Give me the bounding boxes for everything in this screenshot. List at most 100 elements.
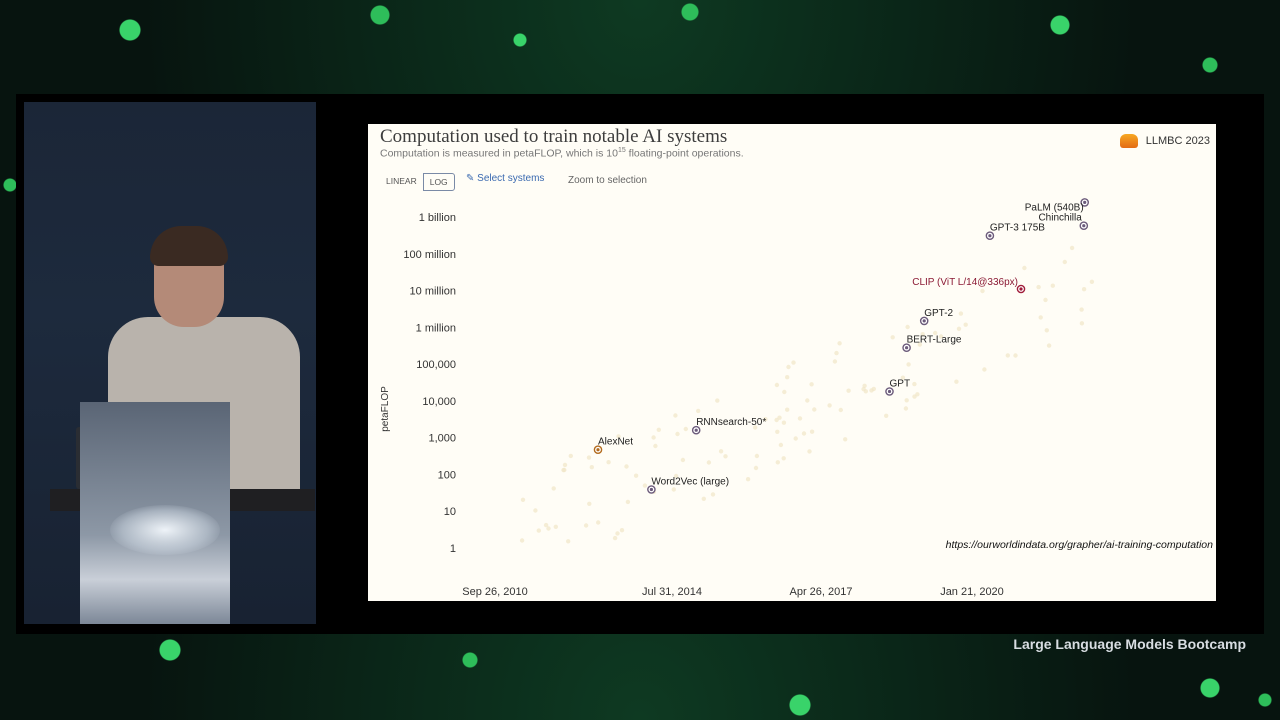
background-point [781,420,787,425]
background-point [536,528,541,533]
y-tick-label: 10 million [410,286,456,298]
y-tick-label: 100,000 [416,359,456,371]
background-point [568,453,573,459]
log-toggle-button[interactable]: LOG [422,173,455,191]
background-point [606,460,611,465]
background-point [809,429,815,434]
data-point-label: Word2Vec (large) [651,477,729,488]
background-point [1044,328,1049,333]
background-point [715,398,720,403]
background-point [1050,283,1055,288]
background-point [566,539,571,544]
background-point [615,531,620,536]
slide-subtitle: Computation is measured in petaFLOP, whi… [380,147,744,160]
background-point [837,341,842,346]
background-point [706,460,712,465]
background-point [1062,259,1067,265]
background-point [900,375,906,380]
zoom-to-selection-button[interactable]: Zoom to selection [568,175,647,186]
background-point [805,398,810,403]
data-point-label: Chinchilla [1038,213,1082,224]
y-tick-label: 100 million [403,249,456,261]
background-point [586,455,592,460]
footer-caption: Large Language Models Bootcamp [1013,636,1246,652]
background-point [980,288,985,294]
select-systems-button[interactable]: ✎ Select systems [466,173,544,184]
background-point [1043,297,1048,303]
slide: Computation used to train notable AI sys… [368,124,1216,601]
data-point-label: PaLM (540B) [1025,202,1084,213]
data-point-core [905,346,909,350]
background-point [624,464,629,469]
background-point [543,522,549,528]
background-point [904,398,909,403]
background-point [561,467,566,473]
background-point [912,381,917,387]
data-point-label: GPT [890,379,911,390]
linear-toggle-button[interactable]: LINEAR [386,176,417,186]
background-point [807,449,812,454]
background-point [832,359,838,364]
data-point-core [694,428,698,432]
background-point [915,392,920,397]
background-point [982,367,987,372]
background-point [596,520,601,525]
data-point-label: GPT-2 [924,308,953,319]
background-point [774,417,779,423]
background-point [846,388,851,393]
data-point-label: GPT-3 175B [990,223,1045,234]
badge-label: LLMBC 2023 [1145,135,1210,147]
background-point [683,426,688,432]
background-point [753,465,759,471]
background-point [1069,245,1075,251]
data-point-core [649,487,653,492]
y-axis-label: petaFLOP [380,386,391,432]
background-point [1038,315,1043,320]
background-point [680,457,686,463]
background-point [1089,279,1095,284]
background-point [616,434,621,439]
data-point-core [1019,287,1023,291]
background-point [834,350,839,356]
y-tick-label: 100 [438,469,456,481]
background-point [843,437,848,442]
background-point [938,334,944,339]
source-url[interactable]: https://ourworldindata.org/grapher/ai-tr… [945,539,1213,551]
background-point [519,538,525,543]
background-point [956,326,962,331]
background-point [954,379,959,384]
background-point [533,508,538,513]
background-point [781,456,786,461]
y-tick-label: 1 billion [419,212,456,224]
data-point-label: RNNsearch-50* [696,417,766,428]
background-point [710,492,716,497]
background-point [920,332,925,337]
background-point [775,429,780,434]
background-point [701,496,706,501]
background-point [801,431,807,436]
background-point [671,487,676,492]
background-point [903,406,909,411]
scale-toggle: LINEAR LOG [380,173,455,191]
background-point [612,535,618,541]
background-point [786,364,791,370]
background-point [625,499,631,505]
select-systems-label: Select systems [477,173,545,184]
background-point [869,388,874,393]
background-point [862,383,867,388]
subtitle-text: Computation is measured in petaFLOP, whi… [380,147,618,160]
x-tick-label: Jan 21, 2020 [940,586,1004,598]
background-point [753,425,758,430]
background-point [890,335,895,340]
background-point [1046,343,1052,348]
y-tick-label: 1,000 [428,433,456,445]
y-tick-label: 10 [444,506,456,518]
background-point [917,342,922,347]
subtitle-exponent: 15 [617,147,626,154]
background-point [673,473,679,479]
background-point [656,427,661,432]
background-point [675,431,680,437]
data-point-core [887,389,892,394]
background-point [785,375,790,380]
background-point [797,416,803,421]
